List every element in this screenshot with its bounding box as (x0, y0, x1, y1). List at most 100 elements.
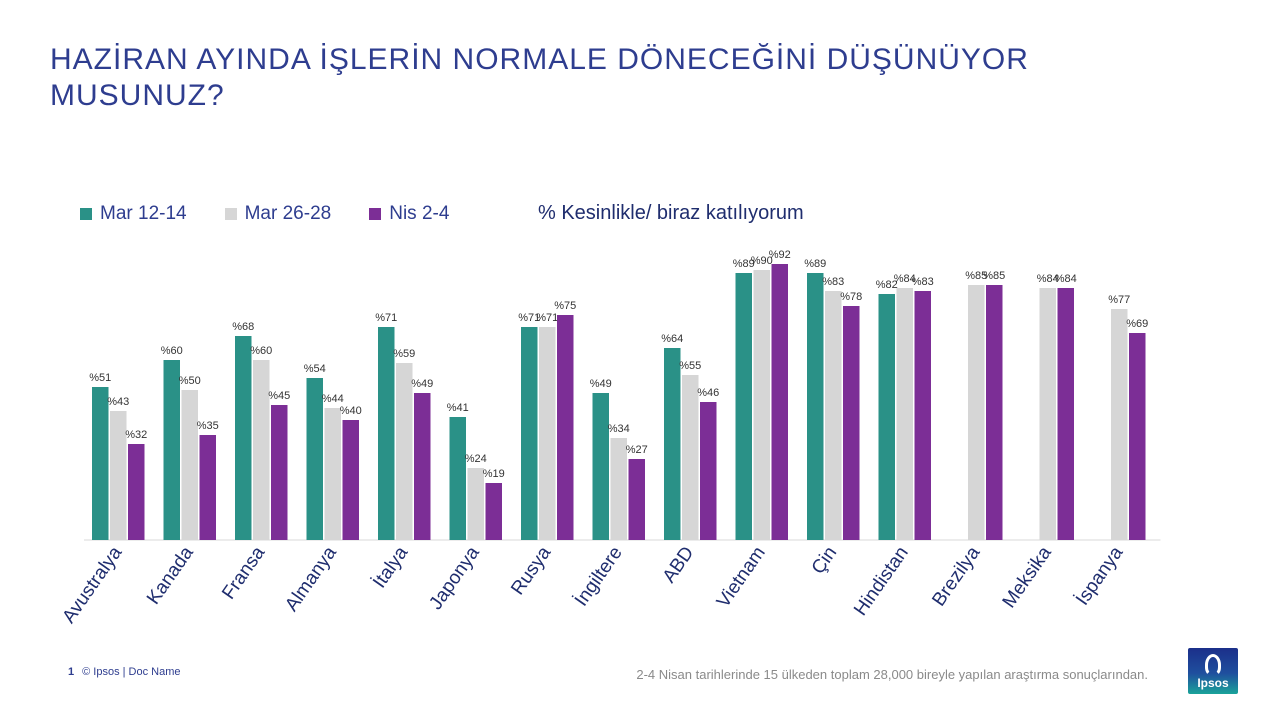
data-label: %40 (340, 405, 362, 417)
bar (199, 435, 216, 540)
legend-item-nis-2-4: Nis 2-4 (369, 203, 449, 225)
data-label: %64 (661, 333, 683, 345)
source-note: 2-4 Nisan tarihlerinde 15 ülkeden toplam… (636, 667, 1148, 682)
data-label: %89 (733, 258, 755, 270)
bar (467, 468, 484, 540)
bar (92, 387, 109, 540)
data-label: %82 (876, 279, 898, 291)
x-tick-label: Japonya (425, 542, 484, 613)
data-label: %83 (822, 276, 844, 288)
bar (342, 420, 359, 540)
data-label: %85 (983, 270, 1005, 282)
bar (896, 288, 913, 540)
bar (181, 390, 198, 540)
x-tick-label: Çin (808, 543, 842, 578)
x-tick-label: İngiltere (571, 543, 627, 610)
data-label: %59 (393, 348, 415, 360)
page-title: HAZİRAN AYINDA İŞLERİN NORMALE DÖNECEĞİN… (50, 43, 1029, 112)
data-label: %55 (679, 360, 701, 372)
data-label: %50 (179, 375, 201, 387)
metric-label: % Kesinlikle/ biraz katılıyorum (538, 202, 804, 224)
bar (1111, 309, 1128, 540)
data-label: %90 (751, 255, 773, 267)
bar (628, 459, 645, 540)
x-tick-label: Kanada (143, 542, 198, 608)
legend-swatch (224, 208, 237, 220)
x-tick-label: Meksika (999, 542, 1056, 611)
bar (914, 291, 931, 540)
legend-swatch (369, 208, 382, 220)
data-label: %24 (465, 453, 487, 465)
data-label: %43 (107, 396, 129, 408)
data-label: %51 (89, 372, 111, 384)
data-label: %92 (769, 249, 791, 261)
bar (378, 327, 395, 540)
bar (682, 375, 699, 540)
footer-doc: 1 © Ipsos | Doc Name (68, 666, 181, 678)
bar (521, 327, 538, 540)
doc-name: © Ipsos | Doc Name (82, 666, 181, 678)
legend-label: Nis 2-4 (389, 203, 450, 224)
bar (610, 438, 627, 540)
ipsos-logo: Ipsos (1188, 648, 1238, 694)
bar (485, 483, 502, 540)
data-label: %69 (1126, 318, 1148, 330)
data-label: %32 (125, 429, 147, 441)
bar (1039, 288, 1056, 540)
data-label: %71 (518, 312, 540, 324)
bar (1129, 333, 1146, 540)
data-label: %34 (608, 423, 630, 435)
data-label: %46 (697, 387, 719, 399)
bar (753, 270, 770, 540)
data-label: %78 (840, 291, 862, 303)
x-tick-label: Hindistan (850, 543, 913, 620)
x-tick-label: Brezilya (928, 542, 984, 610)
x-tick-label: Almanya (281, 542, 341, 615)
data-label: %85 (965, 270, 987, 282)
x-tick-label: Avustralya (58, 542, 126, 627)
bar (735, 273, 752, 540)
bar (449, 417, 466, 540)
data-label: %68 (232, 321, 254, 333)
bar (253, 360, 270, 540)
data-label: %71 (536, 312, 558, 324)
chart-legend: Mar 12-14 Mar 26-28 Nis 2-4 (80, 202, 487, 226)
bar (986, 285, 1003, 540)
logo-text: Ipsos (1197, 676, 1229, 690)
data-label: %35 (197, 420, 219, 432)
legend-swatch (80, 208, 92, 220)
data-label: %71 (375, 312, 397, 324)
data-label: %75 (554, 300, 576, 312)
bar (235, 336, 252, 540)
x-tick-label: Vietnam (713, 543, 770, 612)
data-label: %84 (1037, 273, 1059, 285)
bar (878, 294, 895, 540)
data-label: %84 (1055, 273, 1077, 285)
bar (843, 306, 860, 540)
bar (1057, 288, 1074, 540)
bar (771, 264, 788, 540)
bar (306, 378, 323, 540)
data-label: %44 (322, 393, 344, 405)
data-label: %49 (411, 378, 433, 390)
bar (539, 327, 556, 540)
legend-item-mar-12-14: Mar 12-14 (80, 203, 187, 225)
bar (557, 315, 574, 540)
data-label: %60 (161, 345, 183, 357)
data-label: %83 (912, 276, 934, 288)
data-label: %77 (1108, 294, 1130, 306)
legend-label: Mar 26-28 (244, 203, 332, 224)
bar (700, 402, 717, 540)
data-label: %89 (804, 258, 826, 270)
bar (324, 408, 341, 540)
bar (664, 348, 681, 540)
logo-mark-icon (1205, 654, 1221, 676)
x-tick-label: Fransa (218, 542, 269, 603)
bar (128, 444, 145, 540)
bar (271, 405, 288, 540)
x-tick-label: İtalya (369, 542, 412, 592)
bar (807, 273, 824, 540)
legend-label: Mar 12-14 (100, 203, 187, 224)
data-label: %54 (304, 363, 326, 375)
